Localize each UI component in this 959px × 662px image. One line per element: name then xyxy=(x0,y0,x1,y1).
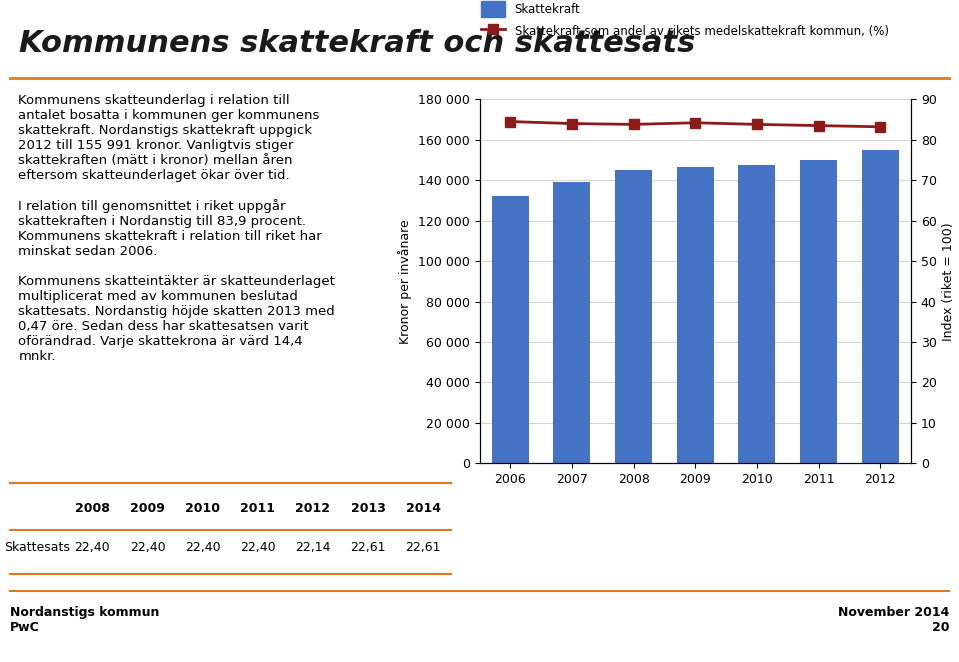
Bar xyxy=(677,167,713,463)
Text: 2012: 2012 xyxy=(295,502,330,515)
Text: 22,40: 22,40 xyxy=(129,541,165,553)
Text: 22,61: 22,61 xyxy=(350,541,386,553)
Text: Kommunens skattekraft och skattesats: Kommunens skattekraft och skattesats xyxy=(19,28,695,58)
Text: Kommunens skatteunderlag i relation till
antalet bosatta i kommunen ger kommunen: Kommunens skatteunderlag i relation till… xyxy=(18,94,336,363)
Text: 22,14: 22,14 xyxy=(295,541,331,553)
Text: November 2014
20: November 2014 20 xyxy=(838,606,949,634)
Text: Nordanstigs kommun
PwC: Nordanstigs kommun PwC xyxy=(10,606,159,634)
Text: Skattesats: Skattesats xyxy=(4,541,70,553)
Bar xyxy=(862,150,899,463)
Text: 2011: 2011 xyxy=(241,502,275,515)
Y-axis label: Kronor per invånare: Kronor per invånare xyxy=(398,219,412,344)
Text: 2010: 2010 xyxy=(185,502,220,515)
Text: 22,61: 22,61 xyxy=(406,541,441,553)
Text: 22,40: 22,40 xyxy=(75,541,110,553)
Text: 2008: 2008 xyxy=(75,502,109,515)
Text: 2009: 2009 xyxy=(130,502,165,515)
Y-axis label: Index (riket = 100): Index (riket = 100) xyxy=(943,222,955,341)
Bar xyxy=(800,160,837,463)
Text: 2014: 2014 xyxy=(406,502,440,515)
Text: 22,40: 22,40 xyxy=(185,541,221,553)
Bar xyxy=(492,197,528,463)
Bar xyxy=(553,182,591,463)
Text: 22,40: 22,40 xyxy=(240,541,275,553)
Text: 2013: 2013 xyxy=(351,502,386,515)
Legend: Skattekraft, Skattekraft som andel av rikets medelskattekraft kommun, (%): Skattekraft, Skattekraft som andel av ri… xyxy=(477,0,893,45)
Bar xyxy=(738,165,776,463)
Bar xyxy=(615,170,652,463)
